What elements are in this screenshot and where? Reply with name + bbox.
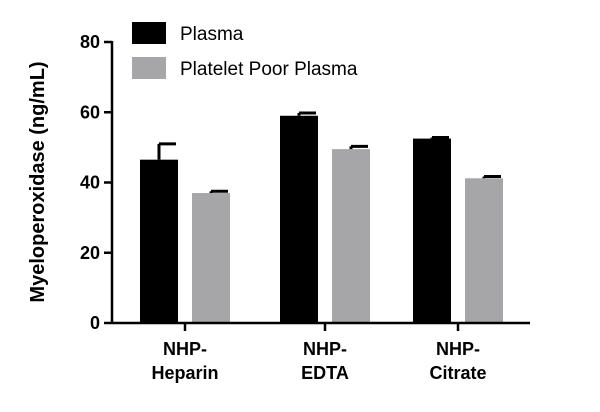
legend: Plasma Platelet Poor Plasma	[132, 22, 358, 80]
axes-group: 0 20 40 60 80 NHP- Heparin NHP- EDTA NHP- Citrate	[80, 32, 530, 383]
bar-platelet-poor-plasma-1	[332, 149, 370, 323]
bar-plasma-2	[413, 138, 451, 323]
x-tick-label-line: NHP-	[436, 339, 480, 359]
x-tick-label-0: NHP- Heparin	[151, 339, 218, 383]
bar-plasma-1	[280, 115, 318, 323]
x-tick-label-line: EDTA	[301, 363, 349, 383]
bar-platelet-poor-plasma-0	[192, 193, 230, 323]
x-tick-label-line: NHP-	[163, 339, 207, 359]
bar-plasma-0	[140, 159, 178, 323]
y-axis-label: Myeloperoxidase (ng/mL)	[27, 61, 49, 302]
y-tick-label-40: 40	[80, 173, 100, 193]
legend-swatch-0	[132, 22, 166, 44]
bar-platelet-poor-plasma-2	[465, 178, 503, 323]
x-tick-label-line: Heparin	[151, 363, 218, 383]
y-tick-label-60: 60	[80, 102, 100, 122]
y-tick-label-80: 80	[80, 32, 100, 52]
x-tick-label-1: NHP- EDTA	[301, 339, 349, 383]
x-tick-label-line: Citrate	[429, 363, 486, 383]
x-tick-label-2: NHP- Citrate	[429, 339, 486, 383]
bars-group	[140, 111, 503, 323]
y-tick-label-0: 0	[90, 313, 100, 333]
legend-swatch-1	[132, 57, 166, 79]
legend-label-1: Platelet Poor Plasma	[180, 59, 358, 80]
x-tick-label-line: NHP-	[303, 339, 347, 359]
legend-label-0: Plasma	[180, 24, 244, 45]
y-tick-label-20: 20	[80, 243, 100, 263]
